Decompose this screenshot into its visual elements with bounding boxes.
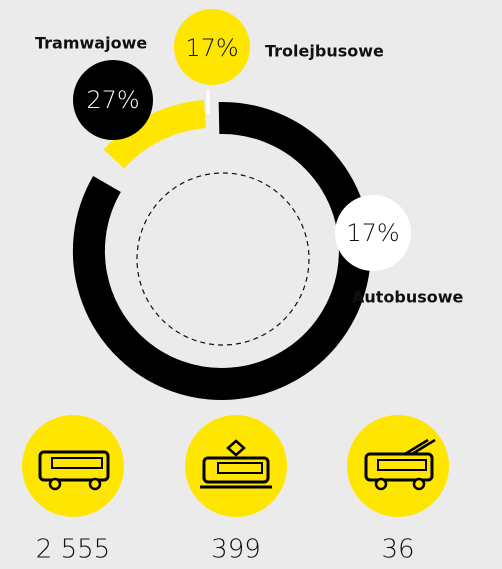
bus-bubble bbox=[335, 195, 411, 271]
tram-percent: 27% bbox=[86, 86, 139, 114]
trolley-bubble bbox=[174, 9, 250, 85]
dashed-circle bbox=[136, 172, 310, 346]
bus-count: 2 555 bbox=[36, 535, 110, 565]
trolley-count: 36 bbox=[381, 535, 414, 565]
bus-icon bbox=[22, 415, 124, 517]
black-ring bbox=[72, 101, 371, 400]
bus-percent: 17% bbox=[346, 219, 399, 247]
tram-count: 399 bbox=[211, 535, 261, 565]
trolley-percent: 17% bbox=[185, 34, 238, 62]
trolley-label: Trolejbusowe bbox=[265, 42, 384, 61]
tram-label: Tramwajowe bbox=[35, 34, 147, 53]
bus-label: Autobusowe bbox=[352, 288, 464, 307]
yellow-ring bbox=[103, 100, 207, 169]
tram-icon bbox=[185, 415, 287, 517]
trolleybus-icon bbox=[347, 415, 449, 517]
tram-bubble bbox=[73, 60, 153, 140]
